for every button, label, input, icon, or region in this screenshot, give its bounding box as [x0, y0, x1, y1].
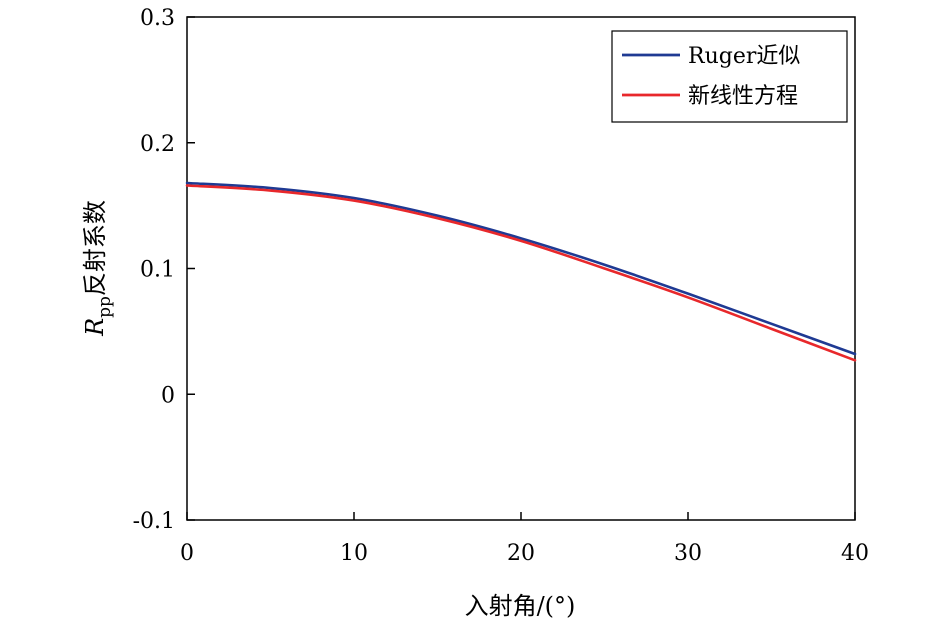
y-tick-label: 0.3: [140, 6, 175, 31]
y-axis-title-text: 反射系数: [81, 200, 109, 296]
x-tick-label: 20: [507, 541, 535, 566]
legend-label-2: 新线性方程: [688, 84, 798, 109]
x-axis-title: 入射角/(°): [465, 592, 576, 620]
svg-text:Rpp反射系数: Rpp反射系数: [81, 200, 115, 337]
x-tick-label: 0: [180, 541, 194, 566]
y-tick-label: 0.1: [140, 258, 175, 283]
series-line-1: [185, 181, 857, 356]
x-tick-label: 30: [674, 541, 702, 566]
y-tick-label: 0.2: [140, 132, 175, 157]
y-tick-label: -0.1: [133, 509, 175, 534]
y-axis-title-symbol: R: [81, 318, 109, 337]
axes: 0 10 20 30 40-0.100.10.20.3: [133, 6, 869, 566]
y-axis-title-subscript: pp: [95, 296, 115, 318]
x-tick-label: 40: [841, 541, 869, 566]
legend-box: [611, 30, 848, 123]
x-tick-label: 10: [340, 541, 368, 566]
y-axis-title: Rpp反射系数: [81, 200, 115, 337]
series-lines: [185, 181, 857, 362]
series-line-2: [185, 184, 857, 362]
y-tick-label: 0: [161, 383, 175, 408]
legend-label-1: Ruger近似: [688, 44, 800, 69]
